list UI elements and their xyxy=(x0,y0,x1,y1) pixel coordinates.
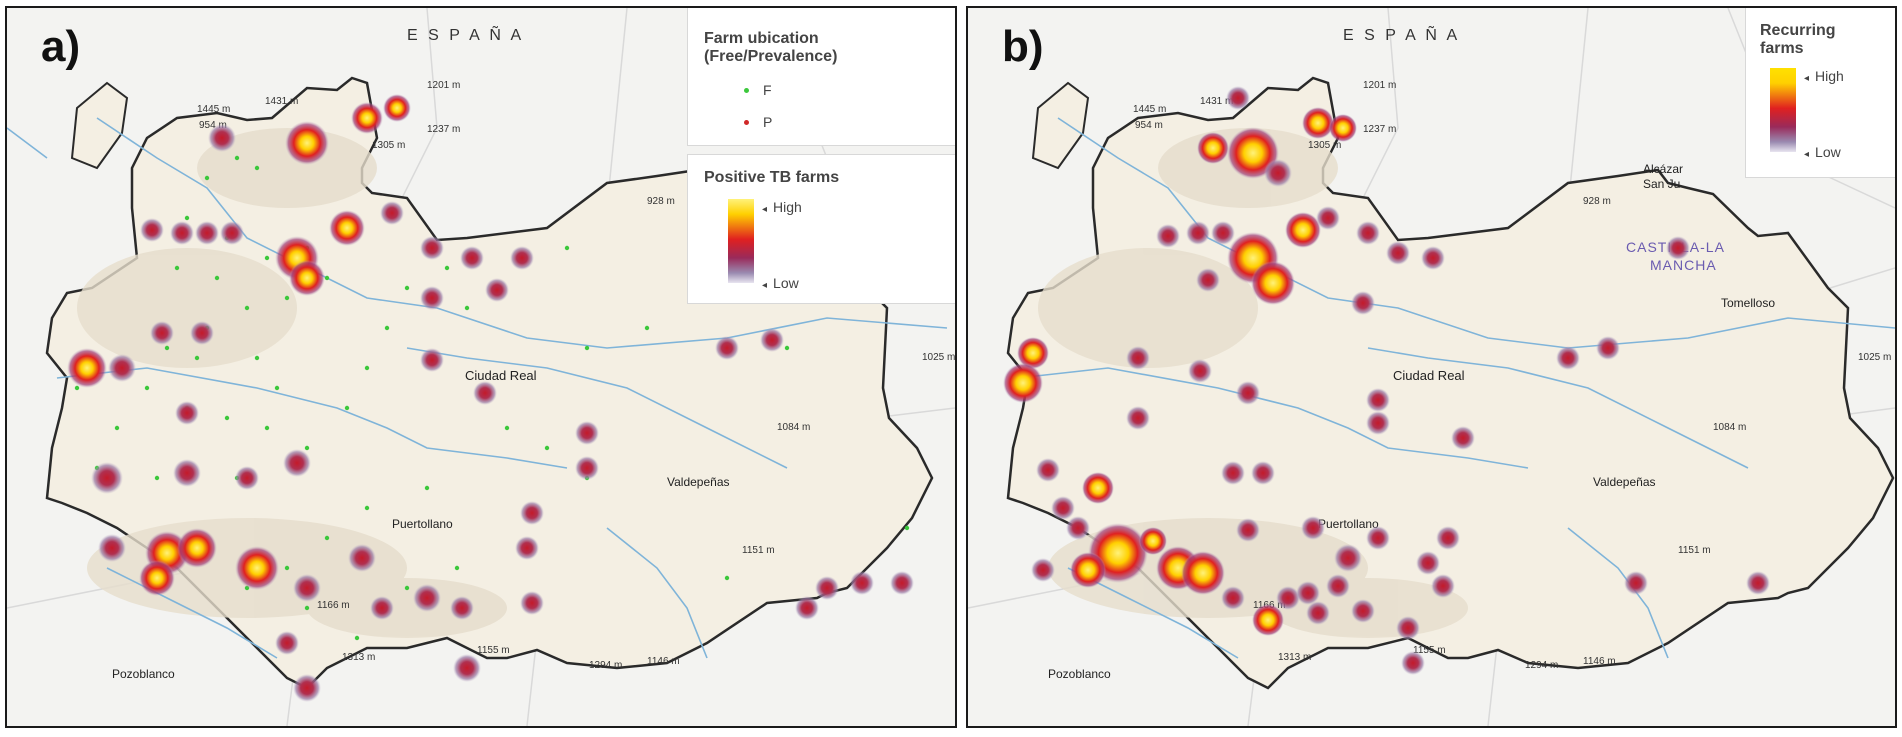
high-marker-icon: ◂ xyxy=(762,204,768,215)
legend-item-free: F xyxy=(744,82,939,98)
svg-text:1313 m: 1313 m xyxy=(1278,652,1311,663)
svg-text:1431 m: 1431 m xyxy=(1200,96,1233,107)
svg-text:1084 m: 1084 m xyxy=(1713,422,1746,433)
city-valdepenas: Valdepeñas xyxy=(667,475,730,489)
rivers xyxy=(7,117,948,659)
svg-text:1445 m: 1445 m xyxy=(197,104,230,115)
legend-recurring-title: Recurring farms xyxy=(1760,22,1836,57)
legend-tb-high: High xyxy=(773,199,802,215)
place-alcazar: Alcázar xyxy=(1643,162,1683,176)
svg-text:1445 m: 1445 m xyxy=(1133,104,1166,115)
panel-b-label: b) xyxy=(1002,22,1044,71)
svg-text:1201 m: 1201 m xyxy=(1363,80,1396,91)
country-label: E S P A Ñ A xyxy=(407,24,524,44)
panel-a-label: a) xyxy=(41,22,81,71)
svg-text:928 m: 928 m xyxy=(647,196,675,207)
high-marker-icon: ◂ xyxy=(1804,73,1810,84)
prevalence-dot-icon xyxy=(744,119,749,125)
svg-text:1305 m: 1305 m xyxy=(372,140,405,151)
low-marker-icon: ◂ xyxy=(1804,149,1810,160)
city-pozoblanco: Pozoblanco xyxy=(1048,667,1111,681)
svg-text:1237 m: 1237 m xyxy=(1363,124,1396,135)
map-panel-a: E S P A Ñ A Ciudad Real Puertollano Vald… xyxy=(5,6,957,728)
elevation-labels: 1431 m 1445 m 954 m 1201 m 1237 m 1305 m 928… xyxy=(197,80,955,671)
legend-item-free-label: F xyxy=(763,82,772,98)
free-dot-icon xyxy=(744,87,749,93)
city-valdepenas: Valdepeñas xyxy=(1593,475,1656,489)
svg-text:1294 m: 1294 m xyxy=(589,660,622,671)
city-puertollano: Puertollano xyxy=(1318,517,1379,531)
svg-text:1201 m: 1201 m xyxy=(427,80,460,91)
svg-text:1146 m: 1146 m xyxy=(1583,656,1616,667)
legend-farm-ubication: Farm ubication (Free/Prevalence) F P xyxy=(687,8,955,146)
svg-text:1151 m: 1151 m xyxy=(1678,545,1711,556)
svg-text:1084 m: 1084 m xyxy=(777,422,810,433)
place-tomelloso: Tomelloso xyxy=(1721,296,1775,310)
heat-ramp-icon xyxy=(728,199,754,283)
svg-text:1237 m: 1237 m xyxy=(427,124,460,135)
city-pozoblanco: Pozoblanco xyxy=(112,667,175,681)
place-san-ju: San Ju xyxy=(1643,177,1680,191)
enclave-outline xyxy=(1031,81,1090,170)
country-label: E S P A Ñ A xyxy=(1343,24,1460,44)
svg-text:1166 m: 1166 m xyxy=(317,600,350,611)
svg-text:1151 m: 1151 m xyxy=(742,545,775,556)
region-name-line2: MANCHA xyxy=(1650,257,1717,273)
svg-text:1431 m: 1431 m xyxy=(265,96,298,107)
svg-text:1155 m: 1155 m xyxy=(1413,645,1446,656)
heat-spots xyxy=(67,94,914,702)
svg-text:1155 m: 1155 m xyxy=(477,645,510,656)
legend-recurring-low: Low xyxy=(1815,144,1841,160)
svg-text:1146 m: 1146 m xyxy=(647,656,680,667)
svg-text:1294 m: 1294 m xyxy=(1525,660,1558,671)
legend-recurring-farms: Recurring farms ◂ High ◂ Low xyxy=(1745,8,1895,178)
svg-text:1313 m: 1313 m xyxy=(342,652,375,663)
legend-farm-title: Farm ubication (Free/Prevalence) xyxy=(704,30,838,65)
legend-tb-title: Positive TB farms xyxy=(704,169,840,186)
low-marker-icon: ◂ xyxy=(762,280,768,291)
svg-text:954 m: 954 m xyxy=(199,120,227,131)
svg-text:1025 m: 1025 m xyxy=(922,352,955,363)
recurring-heat-spots xyxy=(1003,86,1770,675)
map-panel-b: E S P A Ñ A CASTILLA-LA MANCHA Alcázar S… xyxy=(966,6,1897,728)
enclave-outline xyxy=(70,81,129,170)
city-ciudad-real: Ciudad Real xyxy=(465,368,537,383)
city-ciudad-real: Ciudad Real xyxy=(1393,368,1465,383)
legend-item-prevalence-label: P xyxy=(763,114,773,130)
city-puertollano: Puertollano xyxy=(392,517,453,531)
legend-recurring-high: High xyxy=(1815,68,1844,84)
heat-ramp-icon xyxy=(1770,68,1796,152)
svg-text:954 m: 954 m xyxy=(1135,120,1163,131)
map-b: E S P A Ñ A CASTILLA-LA MANCHA Alcázar S… xyxy=(968,8,1895,726)
svg-text:1025 m: 1025 m xyxy=(1858,352,1891,363)
svg-text:1305 m: 1305 m xyxy=(1308,140,1341,151)
svg-text:928 m: 928 m xyxy=(1583,196,1611,207)
legend-item-prevalence: P xyxy=(744,114,939,130)
legend-positive-tb: Positive TB farms ◂ High ◂ Low xyxy=(687,154,955,304)
legend-tb-low: Low xyxy=(773,275,799,291)
